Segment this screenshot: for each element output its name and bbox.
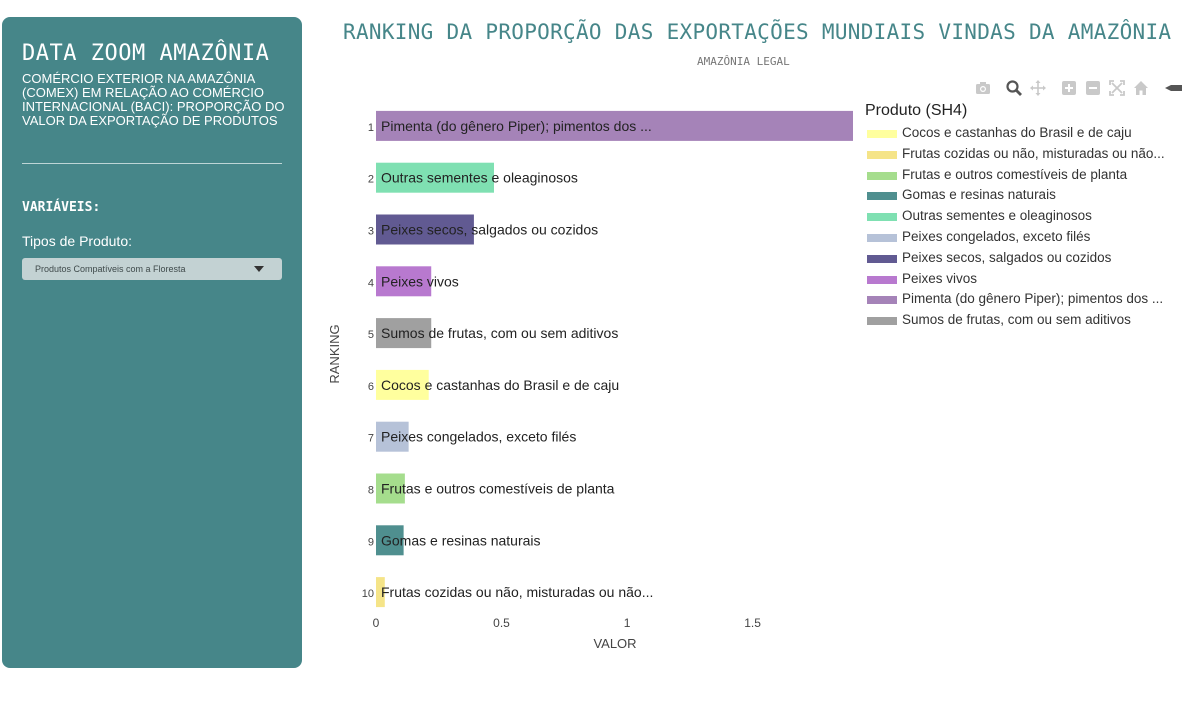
bar-label: Pimenta (do gênero Piper); pimentos dos … [381,118,652,134]
y-tick-label: 6 [368,381,374,393]
legend-swatch [867,233,897,242]
x-tick-label: 1 [624,616,631,630]
y-tick-label: 3 [368,226,374,238]
product-type-dropdown[interactable]: Produtos Compatíveis com a Floresta [22,258,282,280]
bar[interactable] [376,162,494,193]
legend-item[interactable]: Outras sementes e oleaginosos [865,207,1195,228]
y-axis-title: RANKING [327,324,342,383]
bar-label: Frutas e outros comestíveis de planta [381,481,615,497]
chart-subtitle: AMAZÔNIA LEGAL [697,55,790,68]
legend-title: Produto (SH4) [865,102,968,119]
x-axis-title: VALOR [593,636,636,651]
legend-swatch [867,192,897,201]
legend-item-label: Peixes vivos [902,270,978,286]
variables-heading: VARIÁVEIS: [22,200,101,215]
legend-item-label: Outras sementes e oleaginosos [902,208,1092,224]
legend-item-label: Frutas cozidas ou não, misturadas ou não… [902,145,1165,161]
legend-swatch [867,317,897,326]
legend-swatch [867,171,897,180]
y-tick-label: 2 [368,174,374,186]
sidebar-panel: DATA ZOOM AMAZÔNIA COMÉRCIO EXTERIOR NA … [2,17,302,668]
legend-item-label: Peixes congelados, exceto filés [902,228,1091,244]
bar-label: Outras sementes e oleaginosos [381,170,578,186]
y-tick-label: 1 [368,122,374,134]
camera-icon[interactable] [974,79,992,97]
legend-item[interactable]: Gomas e resinas naturais [865,186,1195,207]
x-tick-label: 0 [373,616,380,630]
sidebar-divider [22,163,282,164]
y-tick-label: 9 [368,536,374,548]
legend-swatch [867,254,897,263]
y-tick-label: 4 [368,277,374,289]
x-tick-label: 1.5 [744,616,761,630]
y-tick-label: 8 [368,485,374,497]
legend-swatch [867,275,897,284]
app-title: DATA ZOOM AMAZÔNIA [22,41,270,66]
bar[interactable] [376,214,474,245]
legend-item-label: Sumos de frutas, com ou sem aditivos [902,312,1131,328]
bar[interactable] [376,318,432,349]
legend-item[interactable]: Frutas cozidas ou não, misturadas ou não… [865,145,1195,166]
spike-lines-icon[interactable] [1164,79,1182,97]
chevron-down-icon[interactable] [254,266,264,272]
legend-item[interactable]: Peixes congelados, exceto filés [865,228,1195,249]
bar-label: Peixes vivos [381,273,459,289]
home-icon[interactable] [1132,79,1150,97]
legend-item-label: Gomas e resinas naturais [902,187,1056,203]
legend-item-label: Pimenta (do gênero Piper); pimentos dos … [902,291,1164,307]
chart-title: RANKING DA PROPORÇÃO DAS EXPORTAÇÕES MUN… [343,20,1172,44]
product-type-selected-value: Produtos Compatíveis com a Floresta [35,264,186,274]
legend-swatch [867,213,897,222]
legend-item[interactable]: Peixes secos, salgados ou cozidos [865,249,1195,270]
x-tick-label: 0.5 [493,616,510,630]
legend-item[interactable]: Pimenta (do gênero Piper); pimentos dos … [865,290,1195,311]
bar[interactable] [376,525,404,556]
bar[interactable] [376,110,853,141]
legend-item-label: Cocos e castanhas do Brasil e de caju [902,125,1132,140]
legend-swatch [867,130,897,138]
bar[interactable] [376,577,385,608]
product-type-label: Tipos de Produto: [22,233,132,249]
bar-label: Peixes congelados, exceto filés [381,429,576,445]
legend-item[interactable]: Sumos de frutas, com ou sem aditivos [865,311,1195,332]
pan-icon[interactable] [1029,79,1047,97]
legend-item-label: Frutas e outros comestíveis de planta [902,166,1128,182]
zoom-icon[interactable] [1005,79,1023,97]
y-tick-label: 10 [362,588,374,600]
zoom-in-icon[interactable] [1060,79,1078,97]
legend-item[interactable]: Peixes vivos [865,270,1195,291]
bar-label: Cocos e castanhas do Brasil e de caju [381,377,619,393]
autoscale-icon[interactable] [1108,79,1126,97]
legend-swatch [867,296,897,305]
bar-label: Frutas cozidas ou não, misturadas ou não… [381,584,653,600]
zoom-out-icon[interactable] [1084,79,1102,97]
bar[interactable] [376,369,429,400]
bar[interactable] [376,421,409,452]
plot-modebar [970,77,1200,97]
y-tick-label: 7 [368,433,374,445]
bar-label: Gomas e resinas naturais [381,532,541,548]
bar-label: Sumos de frutas, com ou sem aditivos [381,325,618,341]
legend: Produto (SH4) Cocos e castanhas do Brasi… [865,102,1195,332]
bar[interactable] [376,473,405,504]
legend-item[interactable]: Frutas e outros comestíveis de planta [865,166,1195,187]
bar-label: Peixes secos, salgados ou cozidos [381,222,598,238]
y-tick-label: 5 [368,329,374,341]
legend-item[interactable]: Cocos e castanhas do Brasil e de caju [865,124,1195,145]
legend-item-label: Peixes secos, salgados ou cozidos [902,249,1112,265]
legend-swatch [867,150,897,159]
bar[interactable] [376,266,432,297]
app-subtitle: COMÉRCIO EXTERIOR NA AMAZÔNIA (COMEX) EM… [22,71,285,128]
